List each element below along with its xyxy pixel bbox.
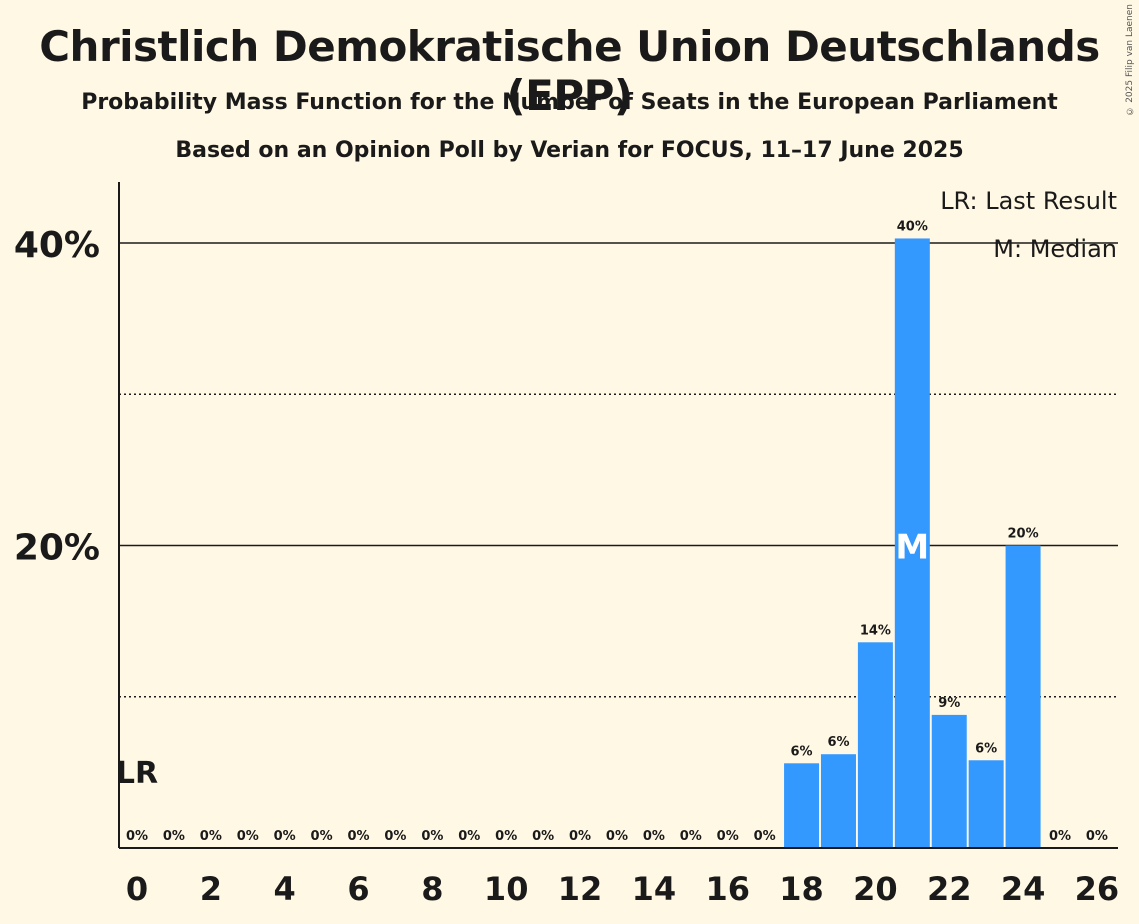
x-tick-label-26: 26 (1075, 870, 1120, 908)
bar-19 (820, 754, 856, 848)
data-label-26: 0% (1086, 829, 1108, 844)
bar-23 (968, 760, 1004, 848)
x-tick-label-8: 8 (421, 870, 443, 908)
bar-22 (931, 714, 967, 848)
legend-last-result: LR: Last Result (940, 187, 1117, 215)
x-tick-label-20: 20 (853, 870, 898, 908)
data-label-14: 0% (643, 829, 665, 844)
data-label-21: 40% (897, 219, 928, 234)
data-label-9: 0% (458, 829, 480, 844)
bar-20 (857, 642, 893, 848)
x-tick-label-24: 24 (1001, 870, 1046, 908)
data-label-3: 0% (237, 829, 259, 844)
data-label-19: 6% (827, 735, 849, 750)
chart-title: Christlich Demokratische Union Deutschla… (39, 22, 1100, 120)
data-label-2: 0% (200, 829, 222, 844)
x-tick-label-12: 12 (558, 870, 603, 908)
x-tick-label-4: 4 (274, 870, 296, 908)
x-tick-label-6: 6 (347, 870, 369, 908)
data-label-24: 20% (1008, 527, 1039, 542)
last-result-marker: LR (116, 756, 158, 791)
data-label-8: 0% (421, 829, 443, 844)
bar-21 (894, 238, 930, 848)
x-tick-label-14: 14 (632, 870, 677, 908)
legend: LR: Last Result M: Median (940, 187, 1117, 263)
data-label-10: 0% (495, 829, 517, 844)
legend-median: M: Median (993, 235, 1117, 263)
data-label-13: 0% (606, 829, 628, 844)
y-tick-label-20: 20% (14, 528, 100, 569)
data-label-20: 14% (860, 623, 891, 638)
data-label-17: 0% (754, 829, 776, 844)
data-label-0: 0% (126, 829, 148, 844)
x-tick-label-22: 22 (927, 870, 972, 908)
data-label-4: 0% (274, 829, 296, 844)
data-label-15: 0% (680, 829, 702, 844)
y-tick-label-40: 40% (14, 225, 100, 266)
data-label-18: 6% (791, 744, 813, 759)
bar-24 (1005, 545, 1041, 848)
bars (784, 238, 1041, 848)
x-tick-label-16: 16 (705, 870, 750, 908)
median-marker: M (895, 528, 929, 568)
gridlines (119, 242, 1118, 698)
x-tick-label-18: 18 (779, 870, 824, 908)
chart-subtitle: Probability Mass Function for the Number… (81, 90, 1058, 115)
data-label-16: 0% (717, 829, 739, 844)
data-label-5: 0% (311, 829, 333, 844)
data-label-22: 9% (938, 696, 960, 711)
bar-18 (784, 763, 820, 848)
data-label-6: 0% (347, 829, 369, 844)
x-tick-label-0: 0 (126, 870, 148, 908)
data-label-7: 0% (384, 829, 406, 844)
axes: 20%40%0 2 4 6 8 10 12 14 16 18 20 22 24 26 (14, 182, 1119, 908)
x-tick-label-10: 10 (484, 870, 529, 908)
data-label-11: 0% (532, 829, 554, 844)
data-label-1: 0% (163, 829, 185, 844)
data-label-25: 0% (1049, 829, 1071, 844)
x-tick-label-2: 2 (200, 870, 222, 908)
data-label-12: 0% (569, 829, 591, 844)
data-labels: 0% 0% 0% 0% 0% 0% 0% 0% 0% 0% 0% 0% 0% 0% 0% 0% 0% 0% 6% 6%… (116, 219, 1108, 844)
data-label-23: 6% (975, 741, 997, 756)
chart-subtitle-poll: Based on an Opinion Poll by Verian for F… (175, 138, 964, 163)
